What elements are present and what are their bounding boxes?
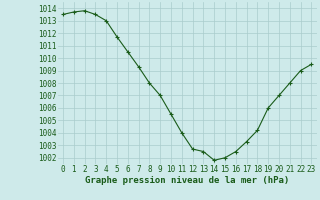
X-axis label: Graphe pression niveau de la mer (hPa): Graphe pression niveau de la mer (hPa) — [85, 176, 289, 185]
